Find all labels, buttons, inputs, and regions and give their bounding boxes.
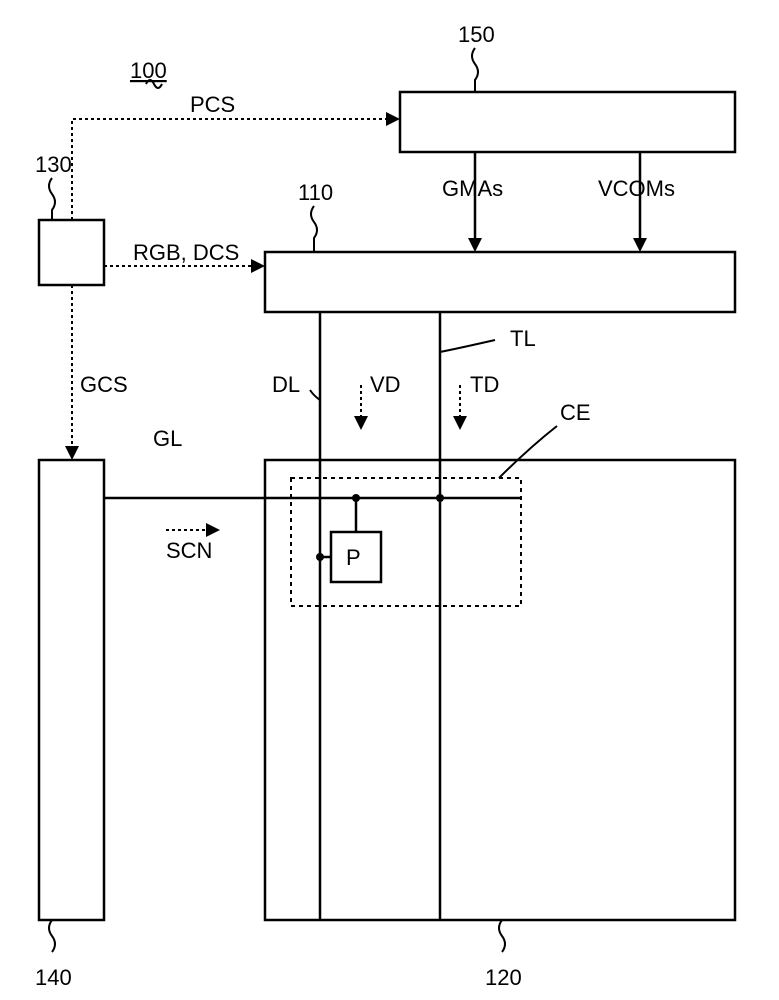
- block-130: [39, 220, 104, 285]
- arrow-td: [453, 385, 467, 430]
- label-vcoms: VCOMs: [598, 176, 675, 201]
- arrow-vd: [354, 385, 368, 430]
- arrow-scn: [166, 523, 220, 537]
- label-gcs: GCS: [80, 372, 128, 397]
- label-td: TD: [470, 372, 499, 397]
- label-130: 130: [35, 152, 72, 177]
- dot-tl-gl: [436, 494, 444, 502]
- leader-tl: [440, 340, 495, 352]
- dot-gl-p: [352, 494, 360, 502]
- leader-dl: [310, 390, 320, 400]
- arrow-gmas: [468, 152, 482, 252]
- leader-120: [499, 920, 505, 952]
- label-dl: DL: [272, 372, 300, 397]
- arrow-gcs: [65, 285, 79, 460]
- label-150: 150: [458, 22, 495, 47]
- label-rgb-dcs: RGB, DCS: [133, 240, 239, 265]
- label-tl: TL: [510, 326, 536, 351]
- label-gl: GL: [153, 426, 182, 451]
- label-pcs: PCS: [190, 92, 235, 117]
- leader-110: [311, 206, 317, 252]
- diagram-svg: P 100 150 130 110 140 120 PCS GMAs VCOMs…: [0, 0, 779, 1000]
- block-110: [265, 252, 735, 312]
- dot-dl-p: [316, 553, 324, 561]
- label-110: 110: [298, 180, 333, 205]
- block-140: [39, 460, 104, 920]
- label-vd: VD: [370, 372, 401, 397]
- label-ce: CE: [560, 400, 591, 425]
- leader-150: [472, 48, 478, 92]
- label-gmas: GMAs: [442, 176, 503, 201]
- arrow-pcs: [72, 112, 400, 220]
- label-140: 140: [35, 965, 72, 990]
- label-p: P: [346, 545, 361, 570]
- block-150: [400, 92, 735, 152]
- label-100: 100: [130, 58, 167, 83]
- label-scn: SCN: [166, 538, 212, 563]
- label-120: 120: [485, 965, 522, 990]
- leader-130: [49, 178, 55, 220]
- block-120: [265, 460, 735, 920]
- arrow-vcoms: [633, 152, 647, 252]
- leader-140: [49, 920, 55, 952]
